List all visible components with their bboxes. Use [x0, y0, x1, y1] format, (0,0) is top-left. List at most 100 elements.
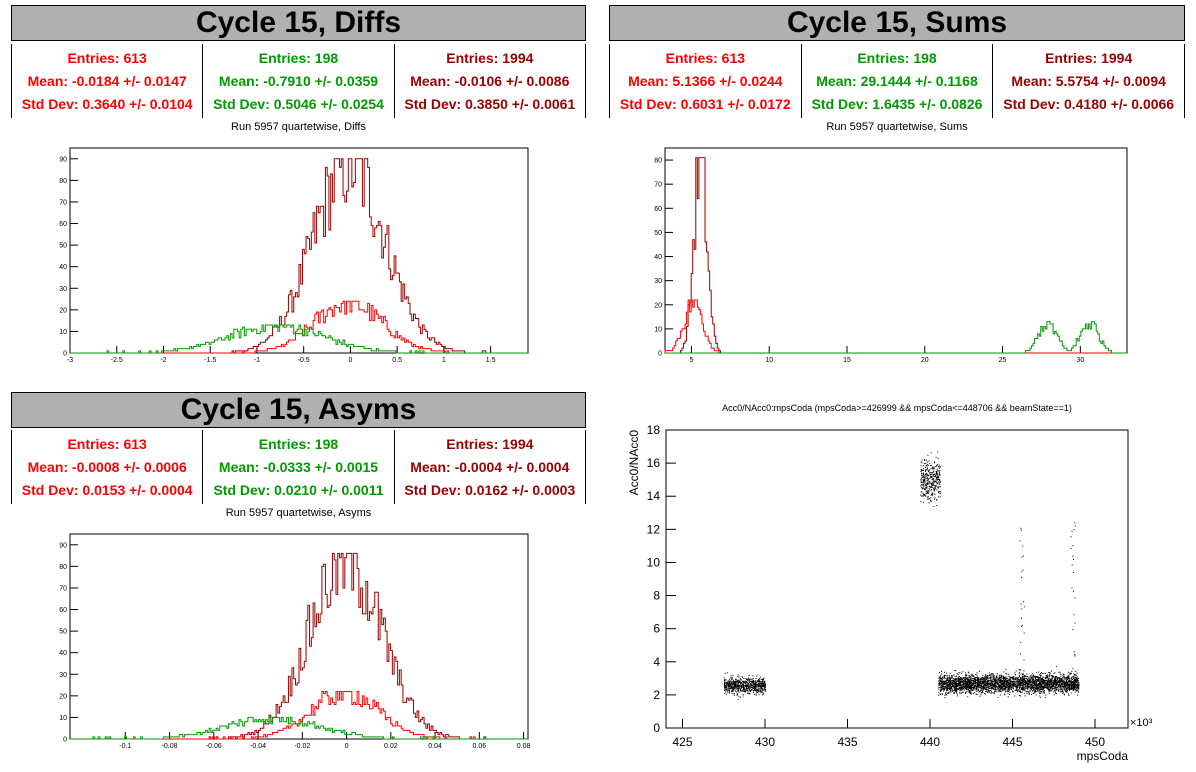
scatter-point [954, 678, 956, 680]
scatter-point [756, 686, 758, 688]
scatter-point [961, 687, 963, 689]
scatter-point [1069, 690, 1071, 691]
scatter-point [1006, 689, 1008, 691]
scatter-point [1051, 686, 1052, 688]
y-tick-label: 4 [653, 655, 660, 669]
scatter-point [1014, 686, 1016, 688]
stat-std: Std Dev: 0.0153 +/- 0.0004 [21, 482, 193, 499]
scatter-point [984, 681, 986, 683]
scatter-point [947, 684, 949, 686]
scatter-point [942, 686, 944, 688]
scatter-point [971, 693, 973, 695]
scatter-point [1027, 687, 1029, 689]
scatter-point [747, 687, 749, 689]
scatter-point [1002, 677, 1004, 679]
scatter-point [932, 493, 934, 495]
scatter-point [987, 679, 989, 681]
scatter-point [738, 696, 740, 698]
scatter-point [941, 683, 942, 684]
scatter-point [982, 689, 984, 691]
scatter-point [935, 499, 937, 501]
scatter-point [921, 495, 923, 497]
scatter-point [978, 680, 980, 682]
scatter-point [980, 684, 982, 686]
scatter-point [1017, 685, 1019, 687]
scatter-point [968, 678, 970, 680]
scatter-point [972, 675, 974, 677]
scatter-point [1003, 689, 1005, 691]
scatter-point [727, 688, 729, 690]
scatter-point [923, 488, 925, 490]
scatter-point [744, 685, 746, 687]
scatter-point [988, 678, 990, 680]
scatter-point [927, 454, 929, 456]
scatter-point [996, 673, 998, 675]
x-tick-label: -2 [160, 357, 166, 364]
scatter-point [976, 694, 978, 696]
scatter-point [754, 689, 755, 691]
scatter-point [1065, 677, 1066, 679]
scatter-point [990, 684, 992, 686]
scatter-point [1042, 679, 1044, 680]
scatter-point [959, 692, 961, 694]
scatter-point [743, 686, 745, 688]
scatter-point [1031, 679, 1033, 680]
scatter-point [1063, 689, 1065, 691]
scatter-point [940, 681, 942, 683]
scatter-point [1019, 690, 1021, 692]
scatter-point [1039, 690, 1041, 692]
scatter-point [746, 684, 748, 686]
scatter-point [1067, 687, 1069, 689]
scatter-point [1061, 687, 1063, 689]
scatter-point [751, 687, 753, 689]
scatter-point [992, 682, 993, 684]
scatter-point [1026, 675, 1028, 677]
scatter-point [747, 684, 749, 686]
scatter-point [968, 686, 970, 688]
scatter-point [1056, 682, 1057, 684]
scatter-point [976, 678, 978, 680]
scatter-point [1070, 681, 1072, 683]
scatter-point [993, 675, 995, 677]
scatter-point [921, 475, 923, 476]
scatter-point [753, 686, 755, 688]
scatter-point [949, 685, 951, 687]
scatter-point [967, 679, 969, 681]
scatter-point [1032, 686, 1034, 688]
scatter-point [724, 682, 726, 684]
scatter-point [957, 683, 959, 685]
scatter-point [992, 684, 994, 686]
scatter-point [743, 680, 745, 682]
scatter-point [1059, 686, 1061, 688]
scatter-point [1003, 682, 1005, 684]
scatter-point [959, 685, 961, 687]
scatter-point [964, 679, 966, 681]
scatter-point [1014, 674, 1016, 676]
scatter-point [1003, 679, 1005, 681]
scatter-point [925, 483, 927, 485]
scatter-point [764, 686, 766, 688]
scatter-point [724, 689, 726, 691]
scatter-point [920, 501, 922, 503]
scatter-point [992, 686, 994, 688]
scatter-point [931, 482, 933, 484]
scatter-point [1075, 681, 1077, 683]
scatter-point [737, 690, 739, 692]
scatter-point [995, 689, 997, 691]
scatter-point [1077, 687, 1079, 689]
scatter-point [1019, 691, 1021, 693]
scatter-point [1057, 681, 1059, 683]
scatter-point [925, 473, 927, 475]
scatter-point [967, 696, 969, 698]
scatter-point [1036, 676, 1038, 678]
scatter-point [964, 681, 966, 683]
scatter-point [1063, 680, 1065, 681]
scatter-point [923, 480, 925, 482]
scatter-point [1027, 679, 1029, 681]
scatter-point [932, 473, 934, 475]
scatter-point [1073, 687, 1075, 688]
scatter-point [959, 692, 961, 694]
sums-stats: Entries: 613 Mean: 5.1366 +/- 0.0244 Std… [609, 44, 1185, 118]
scatter-point [1057, 683, 1059, 685]
scatter-point [759, 683, 761, 685]
